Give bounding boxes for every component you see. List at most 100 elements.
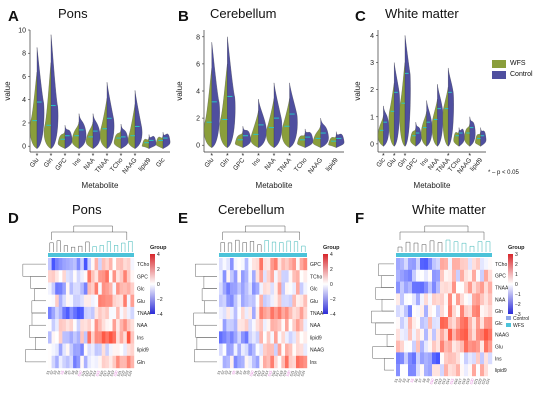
heatmap-cell [130, 331, 135, 344]
violin-half-control [336, 131, 345, 148]
heatmap-cell [416, 340, 421, 353]
heatmap-cell [76, 319, 81, 332]
heatmap-cell [296, 319, 300, 332]
heatmap-cell [424, 293, 429, 306]
heatmap-cell [448, 317, 453, 329]
heatmap-cell [432, 305, 437, 318]
violin-half-control [448, 67, 454, 147]
heatmap-cell [460, 340, 465, 353]
heatmap-cell [456, 328, 461, 341]
violin-naa [85, 113, 101, 149]
colorbar-tick-label: 2 [330, 267, 333, 273]
heatmap-cell [105, 343, 110, 356]
violin-half-wfs [99, 98, 108, 149]
violin-gpc [57, 125, 73, 149]
violin-half-control [437, 84, 444, 147]
heatmap-cell [51, 319, 56, 332]
column-label: S10 [77, 370, 83, 377]
significance-note: * – p < 0.05 [488, 170, 519, 176]
heatmap-cell [464, 281, 469, 294]
heatmap-cell [428, 317, 433, 329]
x-axis-label: Metabolite [414, 181, 451, 190]
column-label: S12 [437, 378, 443, 385]
heatmap-cell [285, 282, 289, 295]
heatmap-cell [281, 355, 286, 369]
column-label: S4 [56, 370, 61, 375]
heatmap-cell [303, 294, 308, 308]
heatmap-cell [69, 294, 74, 308]
group-legend-swatch [506, 316, 511, 320]
heatmap-cell [237, 319, 242, 332]
column-label: S22 [120, 370, 126, 377]
heatmap-cell [226, 282, 231, 295]
x-tick-label: TNAA [277, 156, 294, 174]
group-legend-title: Group [150, 245, 167, 251]
heatmap-cell [416, 281, 421, 294]
heatmap-cell [440, 317, 445, 329]
group-annotation-bar [396, 253, 492, 257]
heatmap-cell [448, 328, 453, 341]
violin-half-wfs [297, 132, 306, 148]
heatmap-cell [400, 317, 405, 329]
row-label: TCho [310, 274, 322, 280]
heatmap-cell [55, 270, 59, 283]
heatmap-cell [303, 319, 308, 332]
heatmap-cell [80, 343, 85, 356]
heatmap-cell [424, 258, 429, 270]
column-dendrogram [220, 225, 306, 252]
heatmap-cell [230, 282, 234, 295]
heatmap-cell [292, 319, 297, 332]
violin-half-wfs [410, 127, 416, 147]
heatmap-cell [94, 282, 99, 295]
heatmap-cell [259, 331, 264, 344]
heatmap-cell [130, 319, 135, 332]
heatmap-cell [233, 306, 238, 320]
heatmap-cell [105, 294, 110, 308]
heatmap-cell [244, 270, 249, 283]
colorbar-tick-label: −1 [515, 292, 521, 298]
heatmap-cell [219, 306, 223, 320]
heatmap-cell [123, 294, 128, 308]
column-label: S4 [228, 370, 233, 375]
heatmap-cell [448, 281, 453, 294]
heatmap-cell [424, 364, 429, 377]
row-label: TCho [137, 262, 149, 268]
heatmap-cell [230, 343, 234, 356]
heatmap-cell [468, 364, 473, 377]
heatmap-cell [444, 305, 449, 318]
legend-item-control: Control [492, 69, 533, 80]
heatmap-cell [98, 355, 102, 369]
heatmap-cell [488, 281, 493, 294]
column-label: S13 [441, 378, 447, 385]
heatmap-cell [436, 258, 441, 270]
heatmap-cell [83, 319, 88, 332]
heatmap-cell [105, 306, 110, 320]
heatmap-cell [292, 294, 297, 308]
x-tick-label: NAAG [121, 157, 138, 176]
row-dendrogram [193, 263, 217, 363]
heatmap-cell [241, 282, 245, 295]
column-label: S11 [81, 370, 87, 377]
significance-star: * [468, 153, 471, 160]
heatmap-cell [73, 258, 77, 271]
heatmap-cells [219, 258, 308, 369]
heatmap-cell [428, 352, 433, 365]
heatmap-cell [452, 364, 457, 377]
heatmap-cell [116, 270, 120, 283]
heatmap-cell [444, 281, 449, 294]
heatmap-cell [116, 282, 120, 295]
violin-half-control [227, 36, 236, 148]
heatmap-cell [484, 352, 489, 365]
heatmap-cell [219, 331, 223, 344]
heatmap-cell [91, 258, 95, 271]
heatmap-cell [248, 343, 253, 356]
violin-half-control [426, 100, 433, 147]
column-label: S14 [264, 370, 270, 377]
heatmap-cell [420, 269, 425, 282]
significance-star: * [447, 153, 450, 160]
heatmap-cell [460, 293, 465, 306]
heatmap-cell [119, 319, 124, 332]
heatmap-cell [424, 305, 429, 318]
violin-tcho [297, 128, 314, 148]
